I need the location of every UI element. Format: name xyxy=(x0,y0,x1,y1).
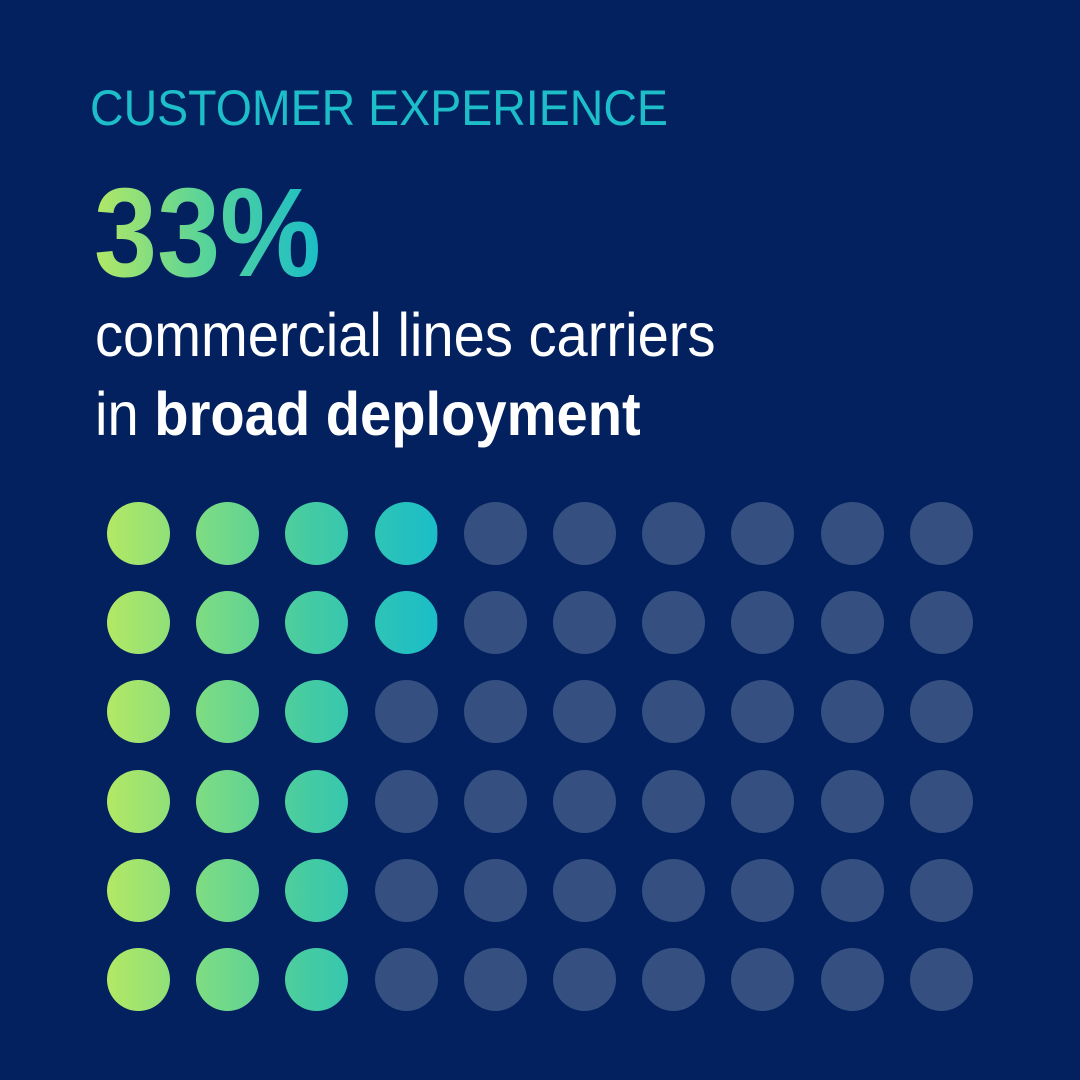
waffle-dot-empty xyxy=(909,858,973,922)
waffle-dot-empty xyxy=(909,948,973,1011)
waffle-dot-empty xyxy=(374,680,438,744)
waffle-dot-filled xyxy=(107,948,170,1011)
category-eyebrow: CUSTOMER EXPERIENCE xyxy=(90,80,668,136)
waffle-dot-filled xyxy=(285,591,349,655)
waffle-dot-empty xyxy=(463,948,527,1011)
stat-percentage: 33% xyxy=(94,162,321,303)
waffle-dot-empty xyxy=(731,680,795,744)
waffle-dot-filled xyxy=(107,502,170,565)
waffle-dot-filled xyxy=(107,858,170,922)
waffle-dot-empty xyxy=(642,502,706,565)
waffle-dot-empty xyxy=(820,502,884,565)
waffle-dot-empty xyxy=(463,680,527,744)
waffle-dot-filled xyxy=(196,858,260,922)
waffle-dot-empty xyxy=(463,769,527,833)
waffle-dot-empty xyxy=(642,948,706,1011)
waffle-dot-empty xyxy=(642,769,706,833)
waffle-dot-filled xyxy=(285,948,349,1011)
waffle-dot-empty xyxy=(553,769,616,833)
waffle-dot-empty xyxy=(820,948,884,1011)
waffle-dot-filled xyxy=(196,591,260,655)
waffle-dot-empty xyxy=(731,502,795,565)
waffle-dot-filled xyxy=(196,769,260,833)
description-line-2: in broad deployment xyxy=(95,375,716,454)
waffle-dot-empty xyxy=(731,769,795,833)
description-line-2-bold: broad deployment xyxy=(154,380,641,448)
waffle-dot-empty xyxy=(553,591,616,655)
waffle-dot-filled xyxy=(285,858,349,922)
waffle-dot-empty xyxy=(731,948,795,1011)
waffle-dot-empty xyxy=(731,591,795,655)
waffle-dot-empty xyxy=(909,769,973,833)
waffle-dot-filled xyxy=(196,680,260,744)
waffle-dot-empty xyxy=(642,680,706,744)
description-line-1: commercial lines carriers xyxy=(95,301,716,369)
stat-description: commercial lines carriers in broad deplo… xyxy=(95,296,716,454)
waffle-dot-empty xyxy=(909,502,973,565)
waffle-dot-empty xyxy=(374,948,438,1011)
waffle-dot-empty xyxy=(553,502,616,565)
waffle-dot-empty xyxy=(463,591,527,655)
waffle-dot-empty xyxy=(553,948,616,1011)
waffle-dot-empty xyxy=(463,858,527,922)
waffle-dot-empty xyxy=(909,591,973,655)
waffle-dot-filled xyxy=(374,591,438,655)
waffle-dot-empty xyxy=(820,680,884,744)
waffle-dot-empty xyxy=(553,680,616,744)
description-line-2-regular: in xyxy=(95,380,155,448)
waffle-dot-filled xyxy=(285,680,349,744)
waffle-dot-empty xyxy=(642,591,706,655)
waffle-dot-empty xyxy=(731,858,795,922)
waffle-dot-filled xyxy=(285,769,349,833)
waffle-dot-empty xyxy=(820,591,884,655)
waffle-dot-filled xyxy=(107,769,170,833)
waffle-dot-filled xyxy=(107,591,170,655)
waffle-dot-empty xyxy=(463,502,527,565)
waffle-dot-empty xyxy=(374,858,438,922)
waffle-dot-empty xyxy=(642,858,706,922)
waffle-dot-filled xyxy=(285,502,349,565)
waffle-dot-empty xyxy=(820,769,884,833)
waffle-dot-empty xyxy=(909,680,973,744)
waffle-dot-filled xyxy=(196,502,260,565)
waffle-dot-filled xyxy=(107,680,170,744)
waffle-dot-filled xyxy=(196,948,260,1011)
waffle-dot-empty xyxy=(374,769,438,833)
waffle-chart xyxy=(107,502,973,1011)
waffle-dot-filled xyxy=(374,502,438,565)
waffle-dot-empty xyxy=(553,858,616,922)
waffle-dot-empty xyxy=(820,858,884,922)
